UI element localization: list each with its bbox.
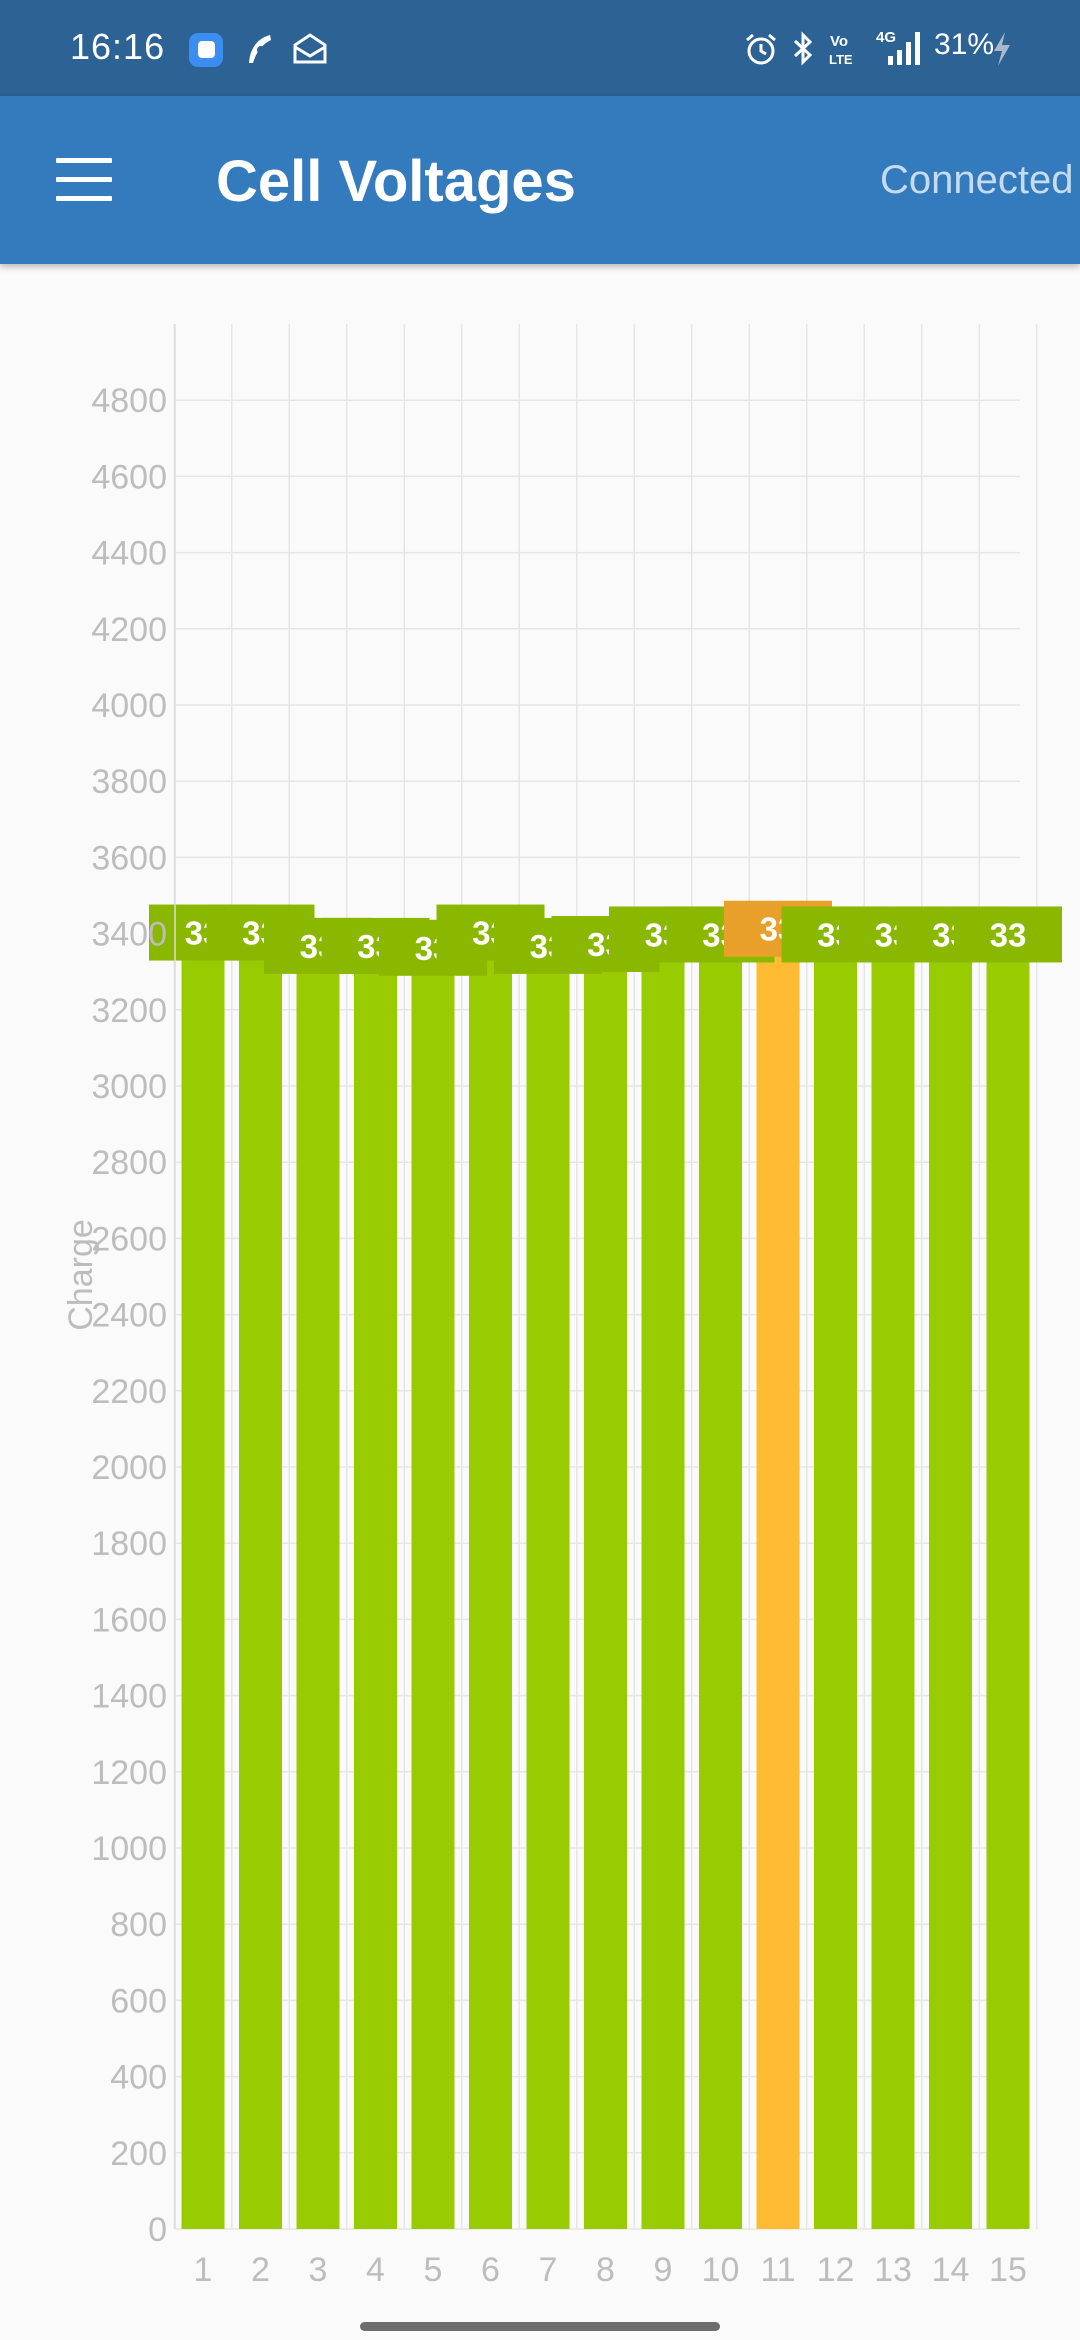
y-tick-label: 4200 (91, 611, 167, 649)
y-tick-label: 4000 (91, 687, 167, 725)
x-tick-label: 4 (366, 2251, 385, 2289)
x-tick-label: 10 (702, 2251, 740, 2289)
y-tick-label: 3000 (91, 1068, 167, 1106)
navigation-handle[interactable] (360, 2322, 720, 2331)
bar-cell-13[interactable] (871, 956, 915, 2230)
x-tick-label: 9 (654, 2251, 673, 2289)
battery-percent: 31% (934, 28, 995, 61)
y-tick-label: 1000 (91, 1830, 167, 1868)
y-tick-label: 200 (110, 2135, 167, 2173)
y-axis-title: Charge (62, 1219, 100, 1331)
x-tick-label: 8 (596, 2251, 615, 2289)
bar-cell-4[interactable] (354, 967, 397, 2229)
y-tick-label: 0 (148, 2211, 167, 2249)
mail-open-icon (293, 33, 327, 64)
y-tick-label: 1600 (91, 1601, 167, 1639)
bar-cell-2[interactable] (239, 954, 282, 2230)
status-bar: 16:16 Vo LTE 4G 31% (0, 0, 1080, 96)
value-label-background (954, 906, 1062, 963)
x-tick-label: 12 (817, 2251, 855, 2289)
svg-text:4G: 4G (876, 29, 896, 46)
bar-cell-12[interactable] (814, 956, 857, 2230)
y-tick-label: 3800 (91, 763, 167, 801)
page-title: Cell Voltages (216, 149, 576, 214)
app-bar: Cell Voltages Connected (0, 96, 1080, 264)
bar-cell-8[interactable] (584, 965, 627, 2229)
y-tick-label: 2200 (91, 1373, 167, 1411)
connection-status[interactable]: Connected (880, 158, 1074, 202)
alarm-icon (746, 33, 776, 65)
bar-cell-1[interactable] (181, 954, 225, 2230)
y-tick-label: 2600 (91, 1220, 167, 1258)
y-tick-label: 3600 (91, 839, 167, 877)
bar-cell-9[interactable] (641, 956, 685, 2230)
x-tick-label: 3 (309, 2251, 328, 2289)
charging-icon (994, 32, 1010, 66)
y-tick-label: 4800 (91, 382, 167, 420)
svg-text:Vo: Vo (830, 33, 848, 50)
bar-cell-14[interactable] (929, 956, 972, 2230)
x-tick-label: 14 (932, 2251, 970, 2289)
bar-cell-11[interactable] (756, 950, 800, 2229)
x-tick-label: 5 (424, 2251, 443, 2289)
y-tick-label: 1800 (91, 1525, 167, 1563)
y-tick-label: 2400 (91, 1297, 167, 1335)
bar-cell-7[interactable] (526, 967, 570, 2229)
bar-cell-3[interactable] (296, 967, 340, 2229)
x-tick-label: 7 (539, 2251, 558, 2289)
app-icon (189, 33, 223, 67)
y-tick-label: 600 (110, 1982, 167, 2020)
hamburger-menu-icon[interactable] (40, 146, 130, 216)
y-tick-label: 3400 (91, 916, 167, 954)
y-tick-label: 4600 (91, 458, 167, 496)
feather-icon (249, 35, 271, 63)
bar-cell-15[interactable] (986, 956, 1030, 2230)
y-tick-label: 800 (110, 1906, 167, 1944)
y-tick-label: 2800 (91, 1144, 167, 1182)
bar-cell-10[interactable] (699, 956, 742, 2230)
y-tick-label: 1400 (91, 1678, 167, 1716)
x-tick-label: 13 (874, 2251, 912, 2289)
y-tick-label: 4400 (91, 535, 167, 573)
status-time: 16:16 (70, 26, 166, 67)
bluetooth-icon (793, 31, 813, 66)
volte-icon: Vo LTE (829, 33, 853, 67)
value-label: 33 (990, 916, 1027, 953)
y-tick-label: 3200 (91, 992, 167, 1030)
y-tick-label: 2000 (91, 1449, 167, 1487)
cell-voltage-chart[interactable]: 33 33 33 33 33 33 33 33 33 33 33 33 33 33 33 020040060… (0, 264, 1080, 2324)
y-tick-label: 1200 (91, 1754, 167, 1792)
x-tick-label: 1 (194, 2251, 213, 2289)
x-tick-label: 11 (760, 2251, 795, 2289)
x-tick-label: 2 (251, 2251, 270, 2289)
x-tick-label: 6 (481, 2251, 500, 2289)
bar-cell-6[interactable] (469, 954, 512, 2230)
x-tick-label: 15 (989, 2251, 1027, 2289)
svg-text:LTE: LTE (829, 52, 853, 67)
y-tick-label: 400 (110, 2059, 167, 2097)
bar-cell-5[interactable] (411, 969, 455, 2230)
signal-icon: 4G (876, 29, 920, 65)
